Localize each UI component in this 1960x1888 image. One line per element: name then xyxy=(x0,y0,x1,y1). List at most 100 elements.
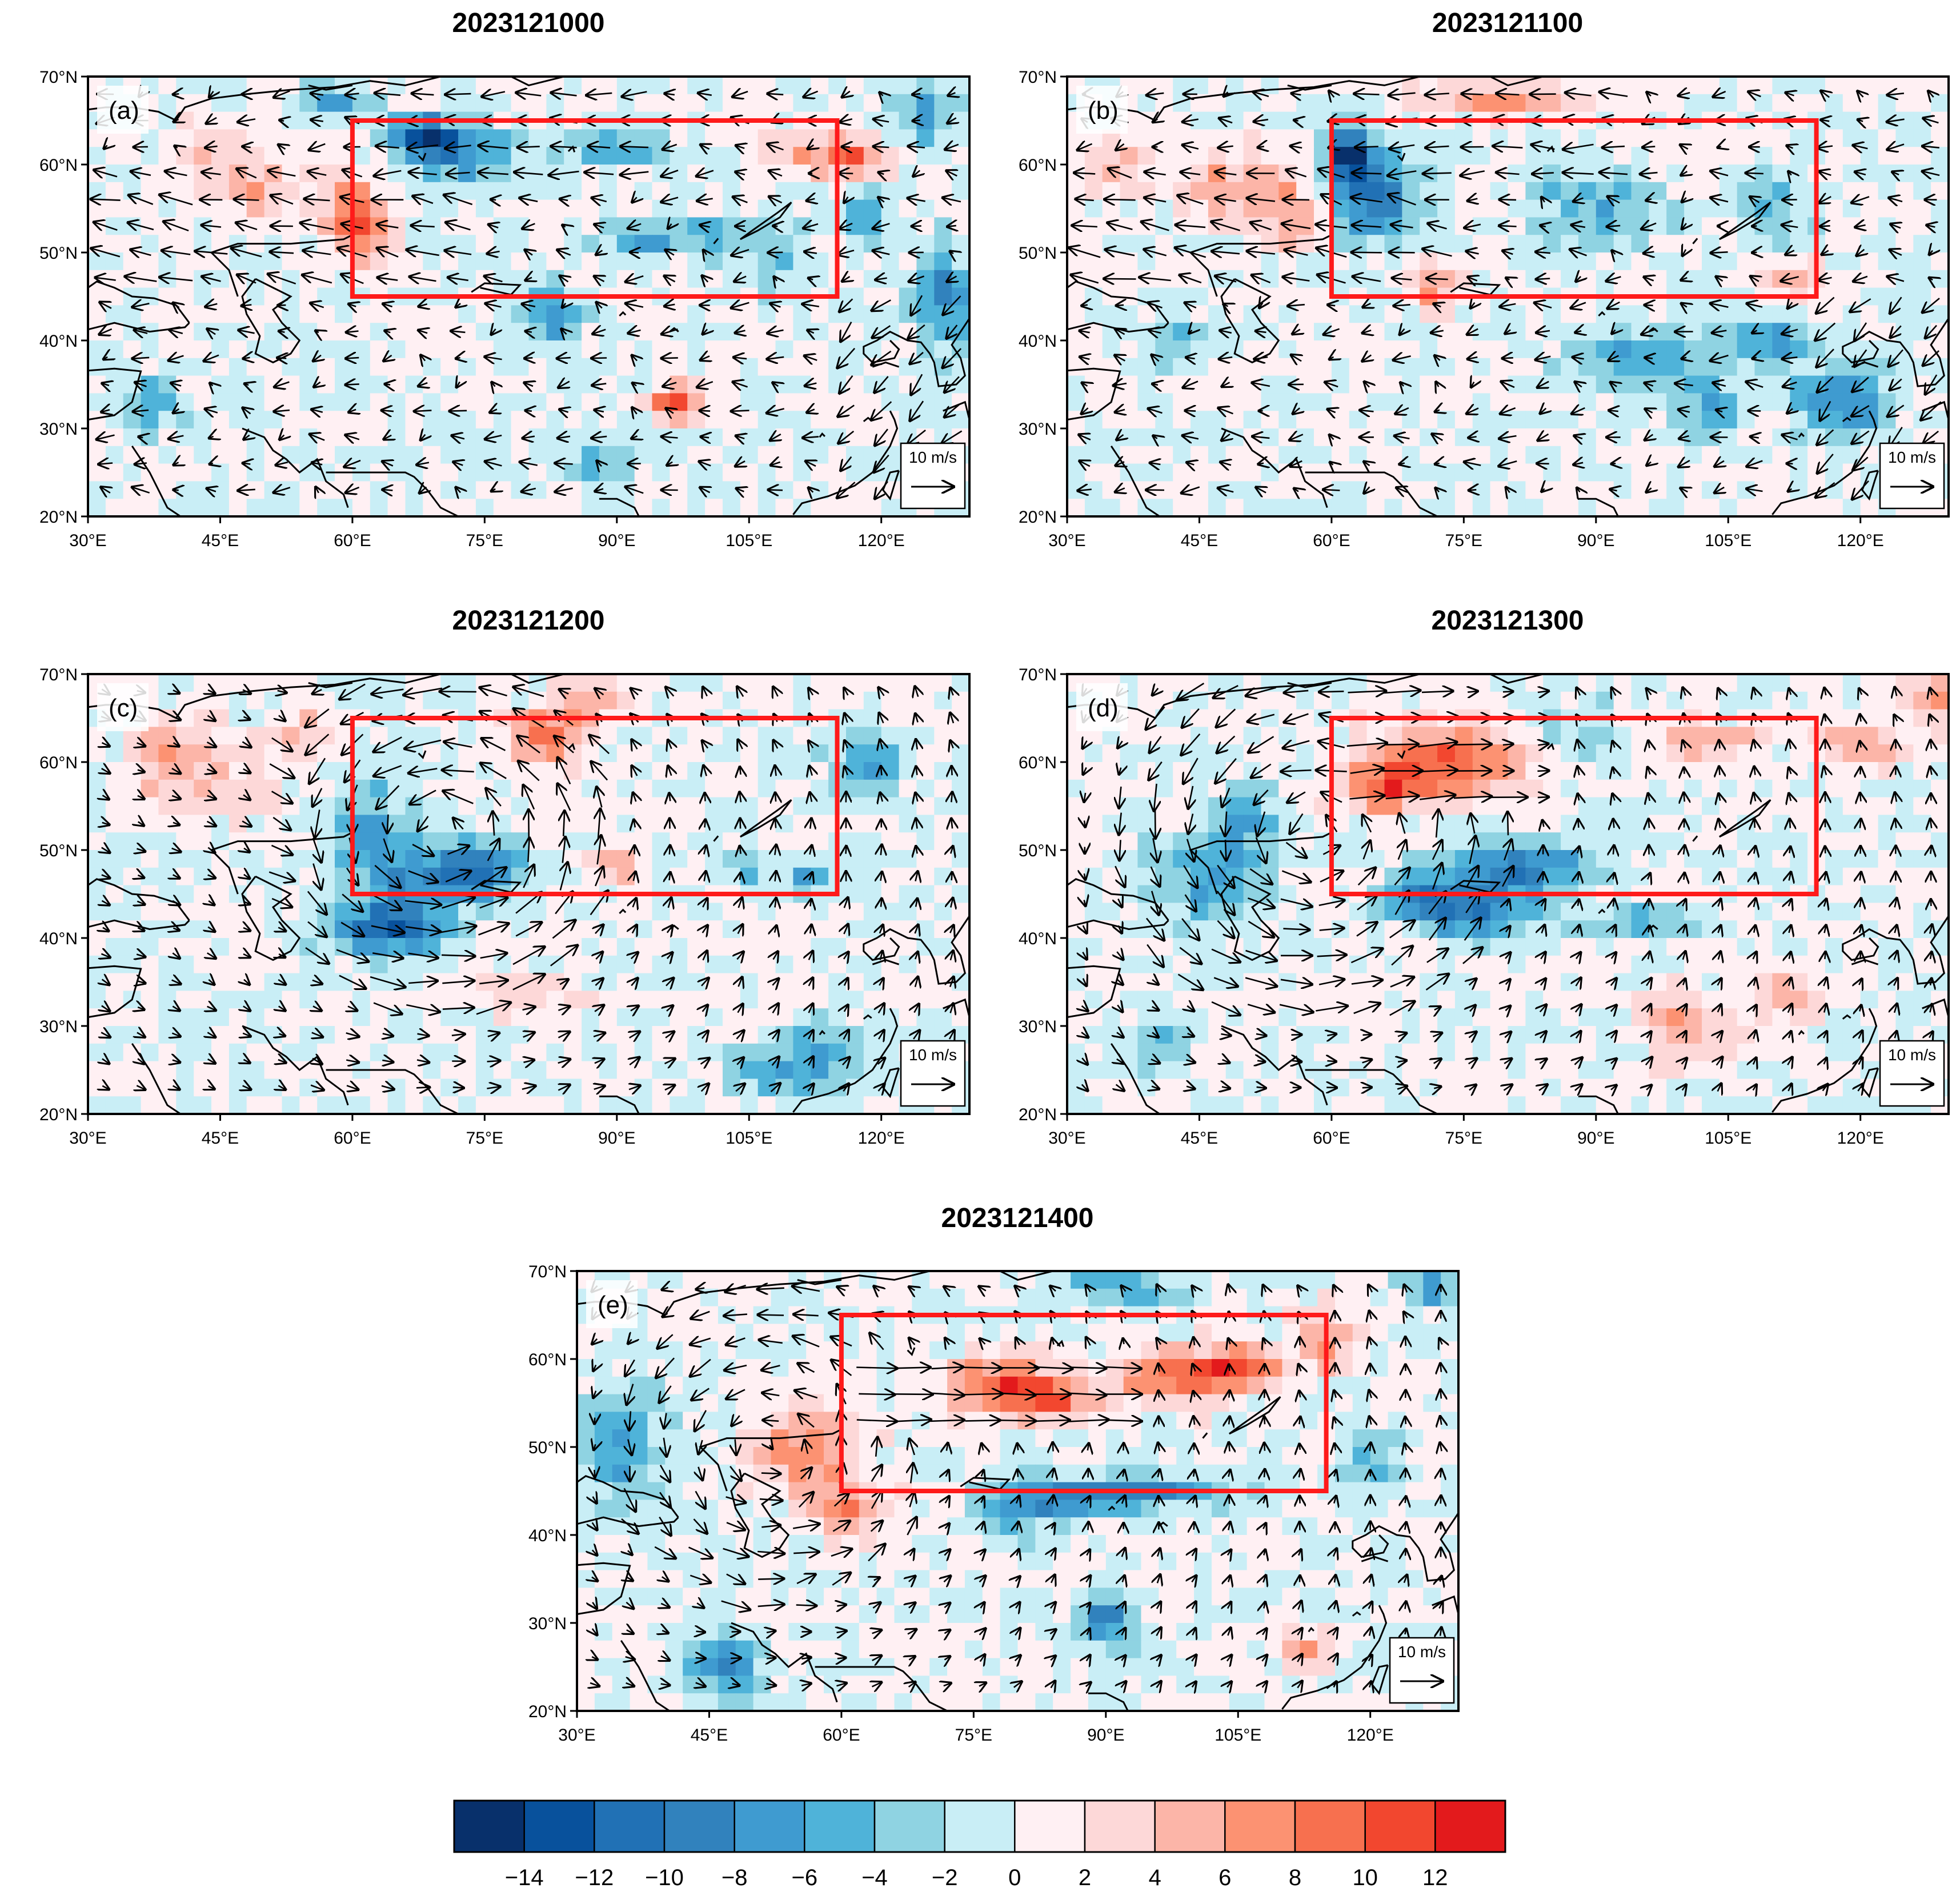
anomaly-cell xyxy=(705,375,723,394)
anomaly-cell xyxy=(352,691,371,710)
anomaly-cell xyxy=(352,446,371,464)
anomaly-cell xyxy=(1067,499,1085,516)
anomaly-cell xyxy=(881,709,900,728)
anomaly-cell xyxy=(528,1061,547,1080)
anomaly-cell xyxy=(282,94,300,113)
anomaly-cell xyxy=(1420,428,1438,447)
anomaly-cell xyxy=(757,305,776,323)
anomaly-cell xyxy=(723,850,741,868)
anomaly-cell xyxy=(387,691,406,710)
anomaly-cell xyxy=(1754,147,1773,165)
anomaly-cell xyxy=(757,850,776,868)
anomaly-cell xyxy=(1525,252,1544,271)
anomaly-cell xyxy=(1349,129,1368,147)
anomaly-cell xyxy=(282,691,300,710)
anomaly-cell xyxy=(1137,411,1156,429)
anomaly-cell xyxy=(405,129,424,147)
anomaly-cell xyxy=(828,1043,847,1062)
anomaly-cell xyxy=(546,832,565,851)
anomaly-cell xyxy=(1702,375,1720,394)
anomaly-cell xyxy=(916,411,935,429)
anomaly-cell xyxy=(582,252,600,271)
anomaly-cell xyxy=(158,709,177,728)
anomaly-cell xyxy=(141,779,159,798)
anomaly-cell xyxy=(1490,375,1509,394)
anomaly-cell xyxy=(1331,411,1350,429)
anomaly-cell xyxy=(546,182,565,201)
panel-label: (b) xyxy=(1088,97,1119,125)
anomaly-cell xyxy=(952,727,969,745)
anomaly-cell xyxy=(423,499,441,516)
anomaly-cell xyxy=(634,94,653,113)
anomaly-cell xyxy=(246,182,265,201)
anomaly-cell xyxy=(423,411,441,429)
anomaly-cell xyxy=(634,920,653,939)
anomaly-cell xyxy=(1454,323,1473,341)
anomaly-cell xyxy=(811,1043,829,1062)
anomaly-cell xyxy=(1508,358,1526,376)
anomaly-cell xyxy=(317,375,335,394)
anomaly-cell xyxy=(493,1096,512,1114)
anomaly-cell xyxy=(264,428,283,447)
wind-arrow xyxy=(243,463,250,464)
wind-arrow xyxy=(839,173,853,174)
anomaly-cell xyxy=(1508,340,1526,359)
anomaly-cell xyxy=(1525,393,1544,411)
anomaly-cell xyxy=(670,674,688,692)
anomaly-cell xyxy=(317,674,335,692)
anomaly-cell xyxy=(793,955,812,974)
anomaly-cell xyxy=(1772,393,1791,411)
anomaly-cell xyxy=(176,1079,194,1097)
anomaly-cell xyxy=(1878,217,1897,235)
anomaly-cell xyxy=(652,305,671,323)
anomaly-cell xyxy=(423,428,441,447)
anomaly-cell xyxy=(123,815,142,833)
anomaly-cell xyxy=(1790,499,1808,516)
anomaly-cell xyxy=(352,147,371,165)
anomaly-cell xyxy=(1296,199,1314,218)
anomaly-cell xyxy=(723,920,741,939)
anomaly-cell xyxy=(1754,94,1773,113)
anomaly-cell xyxy=(546,973,565,992)
anomaly-cell xyxy=(1754,270,1773,288)
anomaly-cell xyxy=(811,182,829,201)
anomaly-cell xyxy=(194,903,212,921)
anomaly-cell xyxy=(493,393,512,411)
anomaly-cell xyxy=(564,340,582,359)
anomaly-cell xyxy=(899,815,917,833)
panel-title: 2023121200 xyxy=(452,606,605,636)
anomaly-cell xyxy=(1067,463,1085,482)
anomaly-cell xyxy=(423,955,441,974)
anomaly-cell xyxy=(511,499,530,516)
anomaly-cell xyxy=(1155,199,1173,218)
anomaly-cell xyxy=(176,709,194,728)
anomaly-cell xyxy=(634,428,653,447)
anomaly-cell xyxy=(934,129,952,147)
anomaly-cell xyxy=(1296,481,1314,499)
anomaly-cell xyxy=(670,797,688,816)
anomaly-cell xyxy=(352,340,371,359)
anomaly-cell xyxy=(1278,499,1297,516)
anomaly-cell xyxy=(423,463,441,482)
anomaly-cell xyxy=(194,340,212,359)
anomaly-cell xyxy=(105,1043,124,1062)
wind-arrow xyxy=(592,358,607,359)
wind-arrow xyxy=(740,873,741,880)
anomaly-cell xyxy=(793,1026,812,1044)
anomaly-cell xyxy=(229,77,247,95)
anomaly-cell xyxy=(246,762,265,780)
anomaly-cell xyxy=(387,1096,406,1114)
anomaly-cell xyxy=(1508,481,1526,499)
anomaly-cell xyxy=(141,446,159,464)
anomaly-cell xyxy=(881,815,900,833)
panel-a: 2023121000 30°E 45°E 60°E 75°E 90°E 105°E 120°… xyxy=(39,8,971,550)
anomaly-cell xyxy=(899,955,917,974)
anomaly-cell xyxy=(1278,358,1297,376)
anomaly-cell xyxy=(264,182,283,201)
anomaly-cell xyxy=(317,1026,335,1044)
anomaly-cell xyxy=(105,1096,124,1114)
anomaly-cell xyxy=(158,199,177,218)
anomaly-cell xyxy=(528,463,547,482)
anomaly-cell xyxy=(528,270,547,288)
anomaly-cell xyxy=(546,323,565,341)
